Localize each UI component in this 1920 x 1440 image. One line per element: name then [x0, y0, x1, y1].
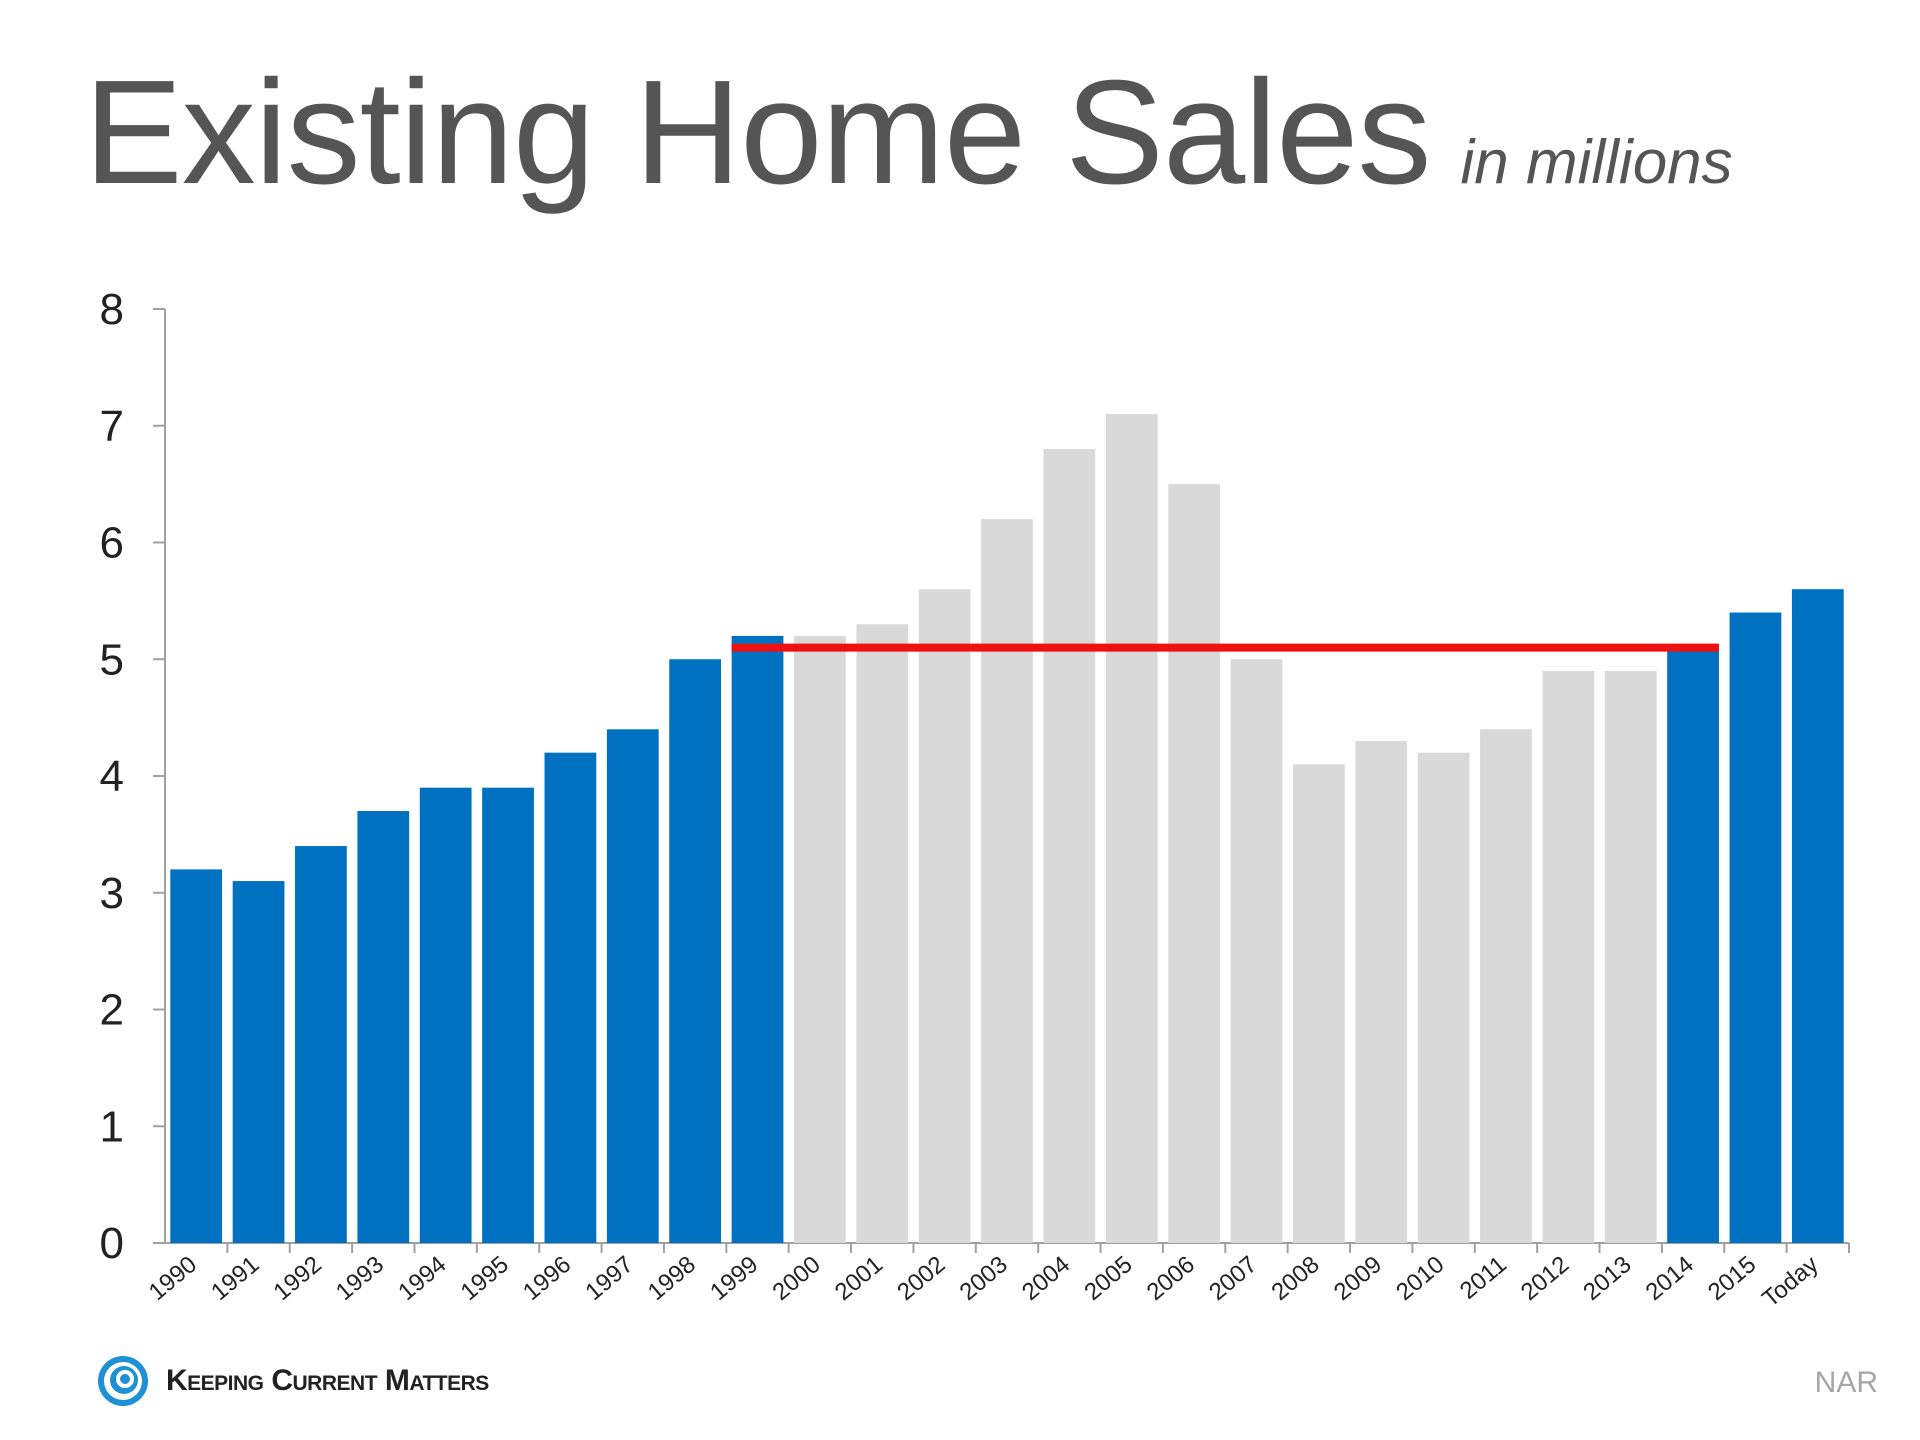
bar-1997: [606, 729, 659, 1243]
bar-1993: [357, 811, 410, 1243]
y-tick-label: 4: [100, 752, 124, 801]
spiral-logo-icon: [98, 1356, 148, 1406]
bar-2002: [918, 589, 971, 1243]
bar-2010: [1417, 752, 1470, 1243]
brand-name: Keeping Current Matters: [166, 1364, 489, 1397]
x-tick-label: 2013: [1578, 1251, 1636, 1306]
y-tick-label: 8: [100, 285, 124, 334]
x-tick-label: 2002: [892, 1251, 950, 1306]
brand-logo: Keeping Current Matters: [96, 1354, 489, 1408]
bar-2000: [794, 635, 846, 1243]
x-tick-label: 1996: [518, 1251, 576, 1306]
bar-2004: [1043, 449, 1096, 1244]
bar-2011: [1480, 729, 1532, 1243]
x-tick-label: 2012: [1516, 1251, 1574, 1306]
bar-1992: [295, 846, 347, 1243]
y-tick-label: 0: [100, 1219, 124, 1268]
x-tick-label: 2000: [767, 1251, 825, 1306]
chart-subtitle: in millions: [1460, 128, 1733, 197]
x-tick-label: 2008: [1266, 1251, 1324, 1306]
x-tick-label: 2004: [1017, 1251, 1075, 1306]
bar-1998: [669, 659, 722, 1243]
x-tick-label: 1992: [269, 1251, 327, 1306]
bar-2014: [1667, 647, 1719, 1243]
x-tick-label: 2003: [955, 1251, 1013, 1306]
bar-2001: [856, 624, 909, 1243]
bar-2009: [1355, 740, 1408, 1243]
x-tick-label: 2001: [830, 1251, 888, 1306]
source-label: NAR: [1814, 1366, 1878, 1399]
chart-title: Existing Home Sales: [84, 50, 1431, 215]
x-tick-label: 2010: [1391, 1251, 1449, 1306]
bar-1995: [482, 787, 534, 1243]
x-tick-label: 2011: [1455, 1251, 1512, 1305]
x-tick-label: 2005: [1079, 1251, 1137, 1306]
y-tick-label: 5: [100, 635, 124, 684]
x-tick-label: 1998: [643, 1251, 701, 1306]
chart-bars: [170, 414, 1844, 1244]
bar-1991: [232, 881, 285, 1243]
x-tick-label: 2009: [1329, 1251, 1387, 1306]
bar-2008: [1292, 764, 1345, 1243]
bar-1990: [170, 869, 223, 1243]
x-tick-label: Today: [1757, 1251, 1823, 1313]
y-tick-label: 3: [100, 869, 124, 918]
x-tick-label: 1993: [331, 1251, 389, 1306]
x-tick-label: 1994: [393, 1251, 451, 1306]
x-tick-label: 1990: [144, 1251, 202, 1306]
x-tick-label: 1995: [456, 1251, 514, 1306]
bar-2003: [981, 519, 1033, 1243]
bar-2015: [1729, 612, 1782, 1243]
y-tick-label: 6: [100, 519, 124, 568]
x-tick-label: 1997: [580, 1251, 638, 1306]
bar-2005: [1105, 414, 1158, 1243]
bar-2013: [1604, 670, 1657, 1243]
x-tick-label: 1999: [705, 1251, 763, 1306]
bar-1994: [419, 787, 472, 1243]
chart-title-block: Existing Home Sales in millions: [84, 48, 1733, 218]
x-tick-label: 1991: [206, 1251, 264, 1306]
bar-2006: [1168, 484, 1220, 1243]
y-tick-label: 1: [100, 1102, 124, 1151]
bar-2012: [1542, 670, 1595, 1243]
x-tick-label: 2015: [1703, 1251, 1761, 1306]
x-tick-label: 2014: [1641, 1251, 1699, 1306]
bar-1996: [544, 752, 597, 1243]
bar-Today: [1791, 589, 1844, 1243]
x-tick-label: 2007: [1204, 1251, 1262, 1306]
bar-2007: [1230, 659, 1283, 1243]
bar-1999: [731, 635, 784, 1243]
x-tick-label: 2006: [1142, 1251, 1200, 1306]
y-tick-label: 2: [100, 986, 124, 1035]
y-tick-label: 7: [100, 402, 124, 451]
